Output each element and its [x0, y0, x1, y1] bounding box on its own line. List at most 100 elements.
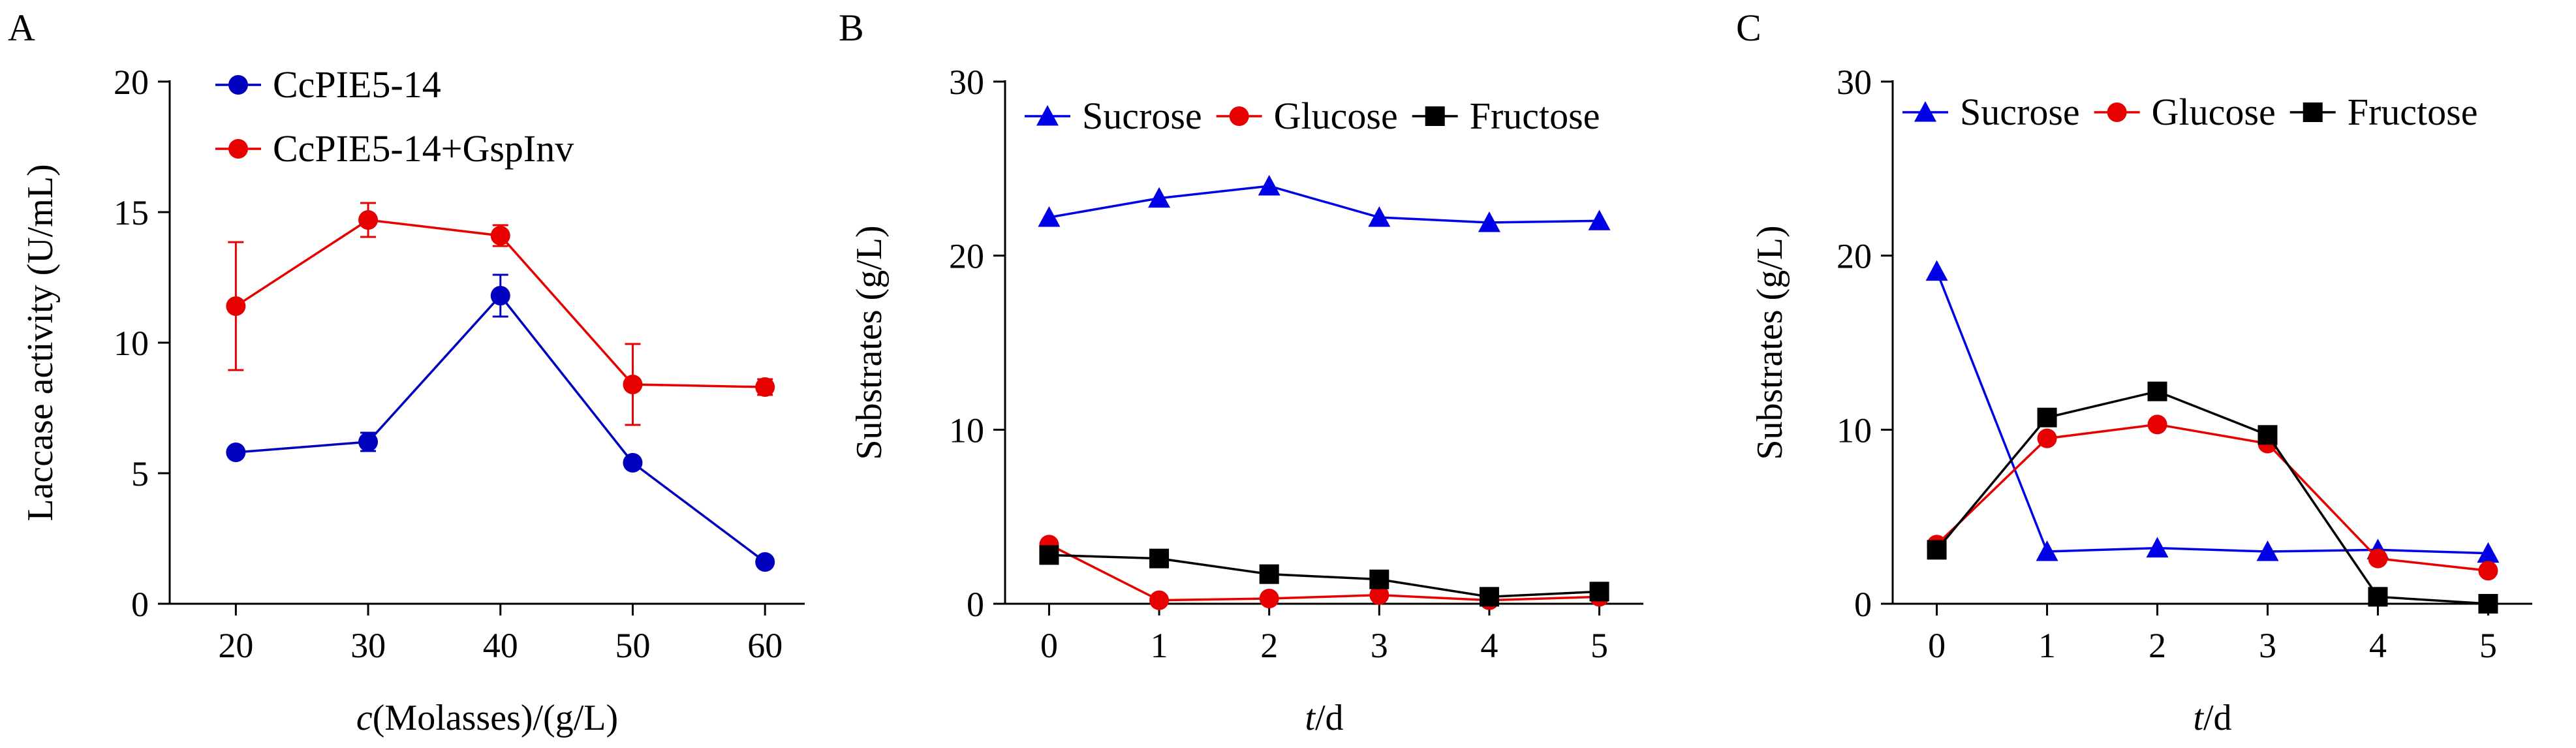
x-axis-label: c(Molasses)/(g/L): [356, 698, 618, 738]
legend-item: Glucose: [1216, 95, 1398, 137]
y-tick-label: 20: [1837, 237, 1872, 276]
x-tick-label: 1: [1151, 626, 1168, 665]
legend-label: Fructose: [2348, 91, 2478, 133]
series-ccpie5-14-gspinv: [226, 202, 775, 426]
x-tick-label: 3: [1371, 626, 1388, 665]
data-point: [2147, 381, 2167, 401]
series-line: [1935, 271, 2489, 555]
legend-item: Fructose: [1412, 95, 1600, 137]
data-point: [2368, 587, 2388, 607]
legend-item: Glucose: [2094, 91, 2276, 133]
x-axis-label-unit: /d: [1315, 698, 1344, 738]
x-tick-label: 5: [1591, 626, 1608, 665]
legend-marker: [228, 139, 248, 159]
y-tick-label: 30: [949, 63, 984, 102]
data-point: [2256, 540, 2279, 561]
x-tick-label: 4: [2369, 626, 2387, 665]
series-ccpie5-14: [226, 273, 775, 572]
legend: Sucrose Glucose Fructose: [1902, 91, 2477, 133]
x-axis-label-variable: t: [1305, 698, 1316, 738]
legend-label: Fructose: [1470, 95, 1600, 137]
series-glucose: [1927, 414, 2498, 581]
legend-item: CcPIE5-14+GspInv: [215, 127, 574, 170]
series-line: [1049, 553, 1600, 599]
legend-marker: [1229, 106, 1249, 126]
y-tick-label: 0: [1854, 585, 1872, 624]
data-point: [2258, 425, 2278, 445]
legend-marker: [1425, 106, 1445, 126]
data-point: [1258, 175, 1280, 196]
y-tick-label: 20: [949, 237, 984, 276]
legend-marker: [1914, 101, 1936, 122]
data-point: [490, 286, 510, 305]
legend-marker: [228, 75, 248, 95]
data-point: [226, 443, 246, 462]
x-tick-label: 30: [350, 626, 386, 665]
x-tick-label: 3: [2259, 626, 2276, 665]
series-fructose: [1927, 381, 2498, 614]
legend-item: CcPIE5-14: [215, 63, 441, 106]
y-tick-label: 15: [114, 193, 149, 232]
data-point: [623, 453, 643, 473]
panel-label: C: [1736, 7, 1761, 49]
data-point: [2477, 542, 2500, 563]
panel-label: A: [8, 7, 35, 49]
data-point: [1368, 206, 1391, 227]
panel-b: B 0 10 20 30 0 1 2 3 4 5 t/d Substrates (g/L) Sucrose…: [839, 7, 1643, 738]
x-axis-label-unit: (Molasses)/(g/L): [373, 698, 618, 738]
data-point: [1927, 540, 1947, 560]
x-axis-label-variable: t: [2193, 698, 2204, 738]
legend-label: CcPIE5-14+GspInv: [273, 127, 574, 170]
data-point: [1038, 206, 1061, 227]
series-sucrose: [1038, 175, 1611, 232]
legend-label: Glucose: [1274, 95, 1398, 137]
panel-a: A 0 5 10 15 20 20 30 40 50 60 c(Molasses)/(g/L) Lacc…: [8, 7, 805, 738]
x-tick-label: 1: [2038, 626, 2056, 665]
data-point: [2147, 414, 2167, 435]
data-point: [1925, 260, 1948, 281]
data-point: [1149, 590, 1170, 610]
data-point: [226, 296, 246, 316]
x-axis-label: t/d: [1305, 698, 1343, 738]
data-point: [1478, 211, 1500, 232]
legend: CcPIE5-14 CcPIE5-14+GspInv: [215, 63, 574, 170]
legend-item: Fructose: [2289, 91, 2478, 133]
y-tick-label: 0: [967, 585, 984, 624]
data-point: [490, 226, 510, 245]
x-tick-label: 2: [2149, 626, 2166, 665]
data-point: [1149, 548, 1170, 569]
data-point: [2036, 540, 2058, 561]
x-tick-label: 2: [1260, 626, 1278, 665]
data-point: [2478, 594, 2498, 614]
series-line: [1049, 185, 1600, 224]
x-tick-label: 0: [1040, 626, 1058, 665]
x-tick-label: 50: [615, 626, 650, 665]
data-point: [358, 210, 379, 230]
legend: Sucrose Glucose Fructose: [1025, 95, 1600, 137]
data-point: [1369, 585, 1389, 605]
series-glucose: [1039, 535, 1609, 610]
data-point: [358, 432, 379, 452]
data-point: [1588, 210, 1611, 230]
y-axis-label: Substrates (g/L): [1750, 225, 1790, 460]
data-point: [2368, 548, 2388, 569]
x-axis-label-variable: c: [356, 698, 373, 738]
series-sucrose: [1925, 260, 2500, 563]
data-point: [2478, 561, 2498, 581]
series-line: [1936, 423, 2489, 572]
data-point: [1259, 564, 1279, 584]
legend-label: Sucrose: [1082, 95, 1202, 137]
series-fructose: [1039, 545, 1609, 607]
data-point: [2037, 428, 2057, 448]
x-tick-label: 60: [747, 626, 783, 665]
series-line: [1936, 390, 2489, 605]
series-line: [1048, 543, 1600, 602]
data-point: [755, 377, 775, 397]
legend-label: Sucrose: [1960, 91, 2080, 133]
y-axis-label: Substrates (g/L): [849, 225, 890, 460]
legend-item: Sucrose: [1902, 91, 2080, 133]
data-point: [1259, 589, 1279, 608]
x-tick-label: 4: [1480, 626, 1498, 665]
legend-marker: [1036, 105, 1059, 126]
data-point: [2037, 407, 2057, 428]
